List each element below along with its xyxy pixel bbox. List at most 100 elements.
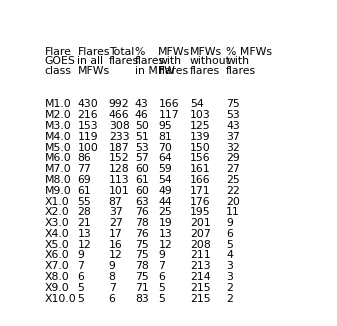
Text: 50: 50 [135,121,149,131]
Text: 166: 166 [158,99,179,109]
Text: 5: 5 [226,240,233,250]
Text: 208: 208 [190,240,210,250]
Text: MFWs: MFWs [190,47,222,57]
Text: 54: 54 [190,99,204,109]
Text: 64: 64 [158,153,172,163]
Text: 69: 69 [78,175,91,185]
Text: 213: 213 [190,261,210,271]
Text: 11: 11 [226,207,240,217]
Text: 4: 4 [226,250,233,260]
Text: 113: 113 [109,175,129,185]
Text: 201: 201 [190,218,210,228]
Text: 9: 9 [226,218,233,228]
Text: 78: 78 [135,218,149,228]
Text: 166: 166 [190,175,210,185]
Text: flares: flares [135,56,165,66]
Text: 27: 27 [109,218,122,228]
Text: 195: 195 [190,207,210,217]
Text: 60: 60 [135,164,149,174]
Text: 6: 6 [226,229,233,239]
Text: 6: 6 [158,272,165,282]
Text: MFWs: MFWs [158,47,190,57]
Text: Total: Total [109,47,134,57]
Text: 171: 171 [190,186,210,196]
Text: 7: 7 [78,261,84,271]
Text: 139: 139 [190,132,210,142]
Text: 76: 76 [135,207,149,217]
Text: 57: 57 [135,153,149,163]
Text: 55: 55 [78,197,91,206]
Text: 5: 5 [78,283,84,293]
Text: X2.0: X2.0 [45,207,69,217]
Text: 216: 216 [78,110,98,120]
Text: 152: 152 [109,153,129,163]
Text: 60: 60 [135,186,149,196]
Text: 32: 32 [226,142,240,153]
Text: 87: 87 [109,197,122,206]
Text: 75: 75 [135,250,149,260]
Text: 215: 215 [190,294,210,304]
Text: 9: 9 [109,261,116,271]
Text: 207: 207 [190,229,210,239]
Text: 214: 214 [190,272,210,282]
Text: 29: 29 [226,153,240,163]
Text: 78: 78 [135,261,149,271]
Text: 43: 43 [226,121,240,131]
Text: 430: 430 [78,99,98,109]
Text: 63: 63 [135,197,149,206]
Text: M5.0: M5.0 [45,142,71,153]
Text: 2: 2 [226,283,233,293]
Text: 103: 103 [190,110,210,120]
Text: %: % [135,47,145,57]
Text: X8.0: X8.0 [45,272,69,282]
Text: 54: 54 [158,175,172,185]
Text: 46: 46 [135,110,149,120]
Text: 70: 70 [158,142,172,153]
Text: 9: 9 [158,250,165,260]
Text: 75: 75 [226,99,240,109]
Text: 61: 61 [135,175,149,185]
Text: in MFW: in MFW [135,66,175,76]
Text: 20: 20 [226,197,240,206]
Text: Flare: Flare [45,47,71,57]
Text: M4.0: M4.0 [45,132,71,142]
Text: 5: 5 [78,294,84,304]
Text: 81: 81 [158,132,172,142]
Text: 75: 75 [135,272,149,282]
Text: 992: 992 [109,99,129,109]
Text: flares: flares [226,66,256,76]
Text: flares: flares [158,66,188,76]
Text: 95: 95 [158,121,172,131]
Text: 233: 233 [109,132,129,142]
Text: X7.0: X7.0 [45,261,69,271]
Text: 3: 3 [226,272,233,282]
Text: 13: 13 [78,229,91,239]
Text: 5: 5 [158,283,165,293]
Text: with: with [158,56,181,66]
Text: 27: 27 [226,164,240,174]
Text: 59: 59 [158,164,172,174]
Text: 17: 17 [109,229,122,239]
Text: 44: 44 [158,197,172,206]
Text: 37: 37 [109,207,122,217]
Text: 7: 7 [109,283,116,293]
Text: 125: 125 [190,121,210,131]
Text: 156: 156 [190,153,210,163]
Text: % MFWs: % MFWs [226,47,272,57]
Text: 101: 101 [109,186,129,196]
Text: flares: flares [109,56,139,66]
Text: M7.0: M7.0 [45,164,71,174]
Text: 49: 49 [158,186,172,196]
Text: class: class [45,66,71,76]
Text: X1.0: X1.0 [45,197,69,206]
Text: 8: 8 [109,272,116,282]
Text: X4.0: X4.0 [45,229,69,239]
Text: M2.0: M2.0 [45,110,71,120]
Text: 100: 100 [78,142,98,153]
Text: flares: flares [190,66,220,76]
Text: 22: 22 [226,186,240,196]
Text: 75: 75 [135,240,149,250]
Text: 25: 25 [226,175,240,185]
Text: 12: 12 [158,240,172,250]
Text: X6.0: X6.0 [45,250,69,260]
